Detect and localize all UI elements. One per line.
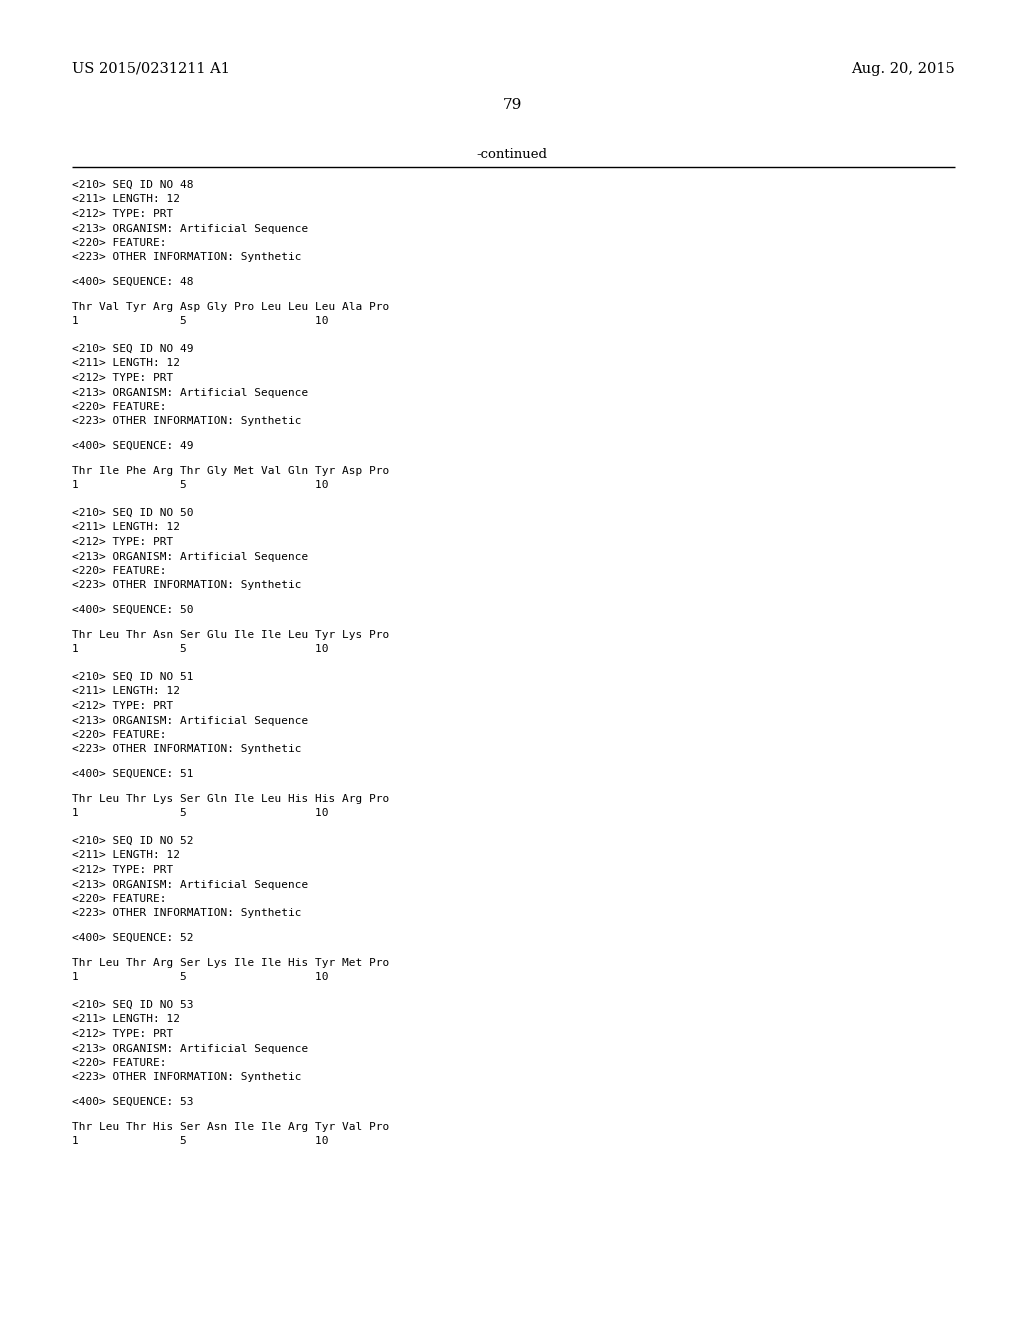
Text: <211> LENGTH: 12: <211> LENGTH: 12 bbox=[72, 686, 180, 697]
Text: <212> TYPE: PRT: <212> TYPE: PRT bbox=[72, 537, 173, 546]
Text: 1               5                   10: 1 5 10 bbox=[72, 1137, 329, 1146]
Text: 1               5                   10: 1 5 10 bbox=[72, 480, 329, 490]
Text: <210> SEQ ID NO 49: <210> SEQ ID NO 49 bbox=[72, 345, 194, 354]
Text: Thr Leu Thr His Ser Asn Ile Ile Arg Tyr Val Pro: Thr Leu Thr His Ser Asn Ile Ile Arg Tyr … bbox=[72, 1122, 389, 1131]
Text: <223> OTHER INFORMATION: Synthetic: <223> OTHER INFORMATION: Synthetic bbox=[72, 908, 301, 919]
Text: <212> TYPE: PRT: <212> TYPE: PRT bbox=[72, 1030, 173, 1039]
Text: <213> ORGANISM: Artificial Sequence: <213> ORGANISM: Artificial Sequence bbox=[72, 223, 308, 234]
Text: <211> LENGTH: 12: <211> LENGTH: 12 bbox=[72, 850, 180, 861]
Text: <212> TYPE: PRT: <212> TYPE: PRT bbox=[72, 701, 173, 711]
Text: <211> LENGTH: 12: <211> LENGTH: 12 bbox=[72, 359, 180, 368]
Text: <223> OTHER INFORMATION: Synthetic: <223> OTHER INFORMATION: Synthetic bbox=[72, 744, 301, 755]
Text: 1               5                   10: 1 5 10 bbox=[72, 315, 329, 326]
Text: <213> ORGANISM: Artificial Sequence: <213> ORGANISM: Artificial Sequence bbox=[72, 879, 308, 890]
Text: <210> SEQ ID NO 52: <210> SEQ ID NO 52 bbox=[72, 836, 194, 846]
Text: <213> ORGANISM: Artificial Sequence: <213> ORGANISM: Artificial Sequence bbox=[72, 1044, 308, 1053]
Text: Thr Leu Thr Arg Ser Lys Ile Ile His Tyr Met Pro: Thr Leu Thr Arg Ser Lys Ile Ile His Tyr … bbox=[72, 957, 389, 968]
Text: <211> LENGTH: 12: <211> LENGTH: 12 bbox=[72, 1015, 180, 1024]
Text: Aug. 20, 2015: Aug. 20, 2015 bbox=[851, 62, 955, 77]
Text: <213> ORGANISM: Artificial Sequence: <213> ORGANISM: Artificial Sequence bbox=[72, 552, 308, 561]
Text: <211> LENGTH: 12: <211> LENGTH: 12 bbox=[72, 194, 180, 205]
Text: <210> SEQ ID NO 48: <210> SEQ ID NO 48 bbox=[72, 180, 194, 190]
Text: 1               5                   10: 1 5 10 bbox=[72, 644, 329, 653]
Text: Thr Ile Phe Arg Thr Gly Met Val Gln Tyr Asp Pro: Thr Ile Phe Arg Thr Gly Met Val Gln Tyr … bbox=[72, 466, 389, 475]
Text: 79: 79 bbox=[503, 98, 521, 112]
Text: <400> SEQUENCE: 49: <400> SEQUENCE: 49 bbox=[72, 441, 194, 451]
Text: <400> SEQUENCE: 50: <400> SEQUENCE: 50 bbox=[72, 605, 194, 615]
Text: <211> LENGTH: 12: <211> LENGTH: 12 bbox=[72, 523, 180, 532]
Text: <223> OTHER INFORMATION: Synthetic: <223> OTHER INFORMATION: Synthetic bbox=[72, 252, 301, 263]
Text: <210> SEQ ID NO 50: <210> SEQ ID NO 50 bbox=[72, 508, 194, 517]
Text: <220> FEATURE:: <220> FEATURE: bbox=[72, 238, 167, 248]
Text: <223> OTHER INFORMATION: Synthetic: <223> OTHER INFORMATION: Synthetic bbox=[72, 581, 301, 590]
Text: <223> OTHER INFORMATION: Synthetic: <223> OTHER INFORMATION: Synthetic bbox=[72, 417, 301, 426]
Text: <210> SEQ ID NO 51: <210> SEQ ID NO 51 bbox=[72, 672, 194, 682]
Text: Thr Leu Thr Asn Ser Glu Ile Ile Leu Tyr Lys Pro: Thr Leu Thr Asn Ser Glu Ile Ile Leu Tyr … bbox=[72, 630, 389, 639]
Text: <400> SEQUENCE: 51: <400> SEQUENCE: 51 bbox=[72, 770, 194, 779]
Text: <220> FEATURE:: <220> FEATURE: bbox=[72, 730, 167, 741]
Text: <220> FEATURE:: <220> FEATURE: bbox=[72, 403, 167, 412]
Text: Thr Val Tyr Arg Asp Gly Pro Leu Leu Leu Ala Pro: Thr Val Tyr Arg Asp Gly Pro Leu Leu Leu … bbox=[72, 301, 389, 312]
Text: <220> FEATURE:: <220> FEATURE: bbox=[72, 1059, 167, 1068]
Text: 1               5                   10: 1 5 10 bbox=[72, 972, 329, 982]
Text: <213> ORGANISM: Artificial Sequence: <213> ORGANISM: Artificial Sequence bbox=[72, 715, 308, 726]
Text: <213> ORGANISM: Artificial Sequence: <213> ORGANISM: Artificial Sequence bbox=[72, 388, 308, 397]
Text: <212> TYPE: PRT: <212> TYPE: PRT bbox=[72, 865, 173, 875]
Text: -continued: -continued bbox=[476, 148, 548, 161]
Text: <223> OTHER INFORMATION: Synthetic: <223> OTHER INFORMATION: Synthetic bbox=[72, 1072, 301, 1082]
Text: <220> FEATURE:: <220> FEATURE: bbox=[72, 894, 167, 904]
Text: US 2015/0231211 A1: US 2015/0231211 A1 bbox=[72, 62, 229, 77]
Text: <210> SEQ ID NO 53: <210> SEQ ID NO 53 bbox=[72, 1001, 194, 1010]
Text: Thr Leu Thr Lys Ser Gln Ile Leu His His Arg Pro: Thr Leu Thr Lys Ser Gln Ile Leu His His … bbox=[72, 793, 389, 804]
Text: 1               5                   10: 1 5 10 bbox=[72, 808, 329, 818]
Text: <400> SEQUENCE: 52: <400> SEQUENCE: 52 bbox=[72, 933, 194, 942]
Text: <212> TYPE: PRT: <212> TYPE: PRT bbox=[72, 209, 173, 219]
Text: <400> SEQUENCE: 48: <400> SEQUENCE: 48 bbox=[72, 277, 194, 286]
Text: <400> SEQUENCE: 53: <400> SEQUENCE: 53 bbox=[72, 1097, 194, 1107]
Text: <220> FEATURE:: <220> FEATURE: bbox=[72, 566, 167, 576]
Text: <212> TYPE: PRT: <212> TYPE: PRT bbox=[72, 374, 173, 383]
